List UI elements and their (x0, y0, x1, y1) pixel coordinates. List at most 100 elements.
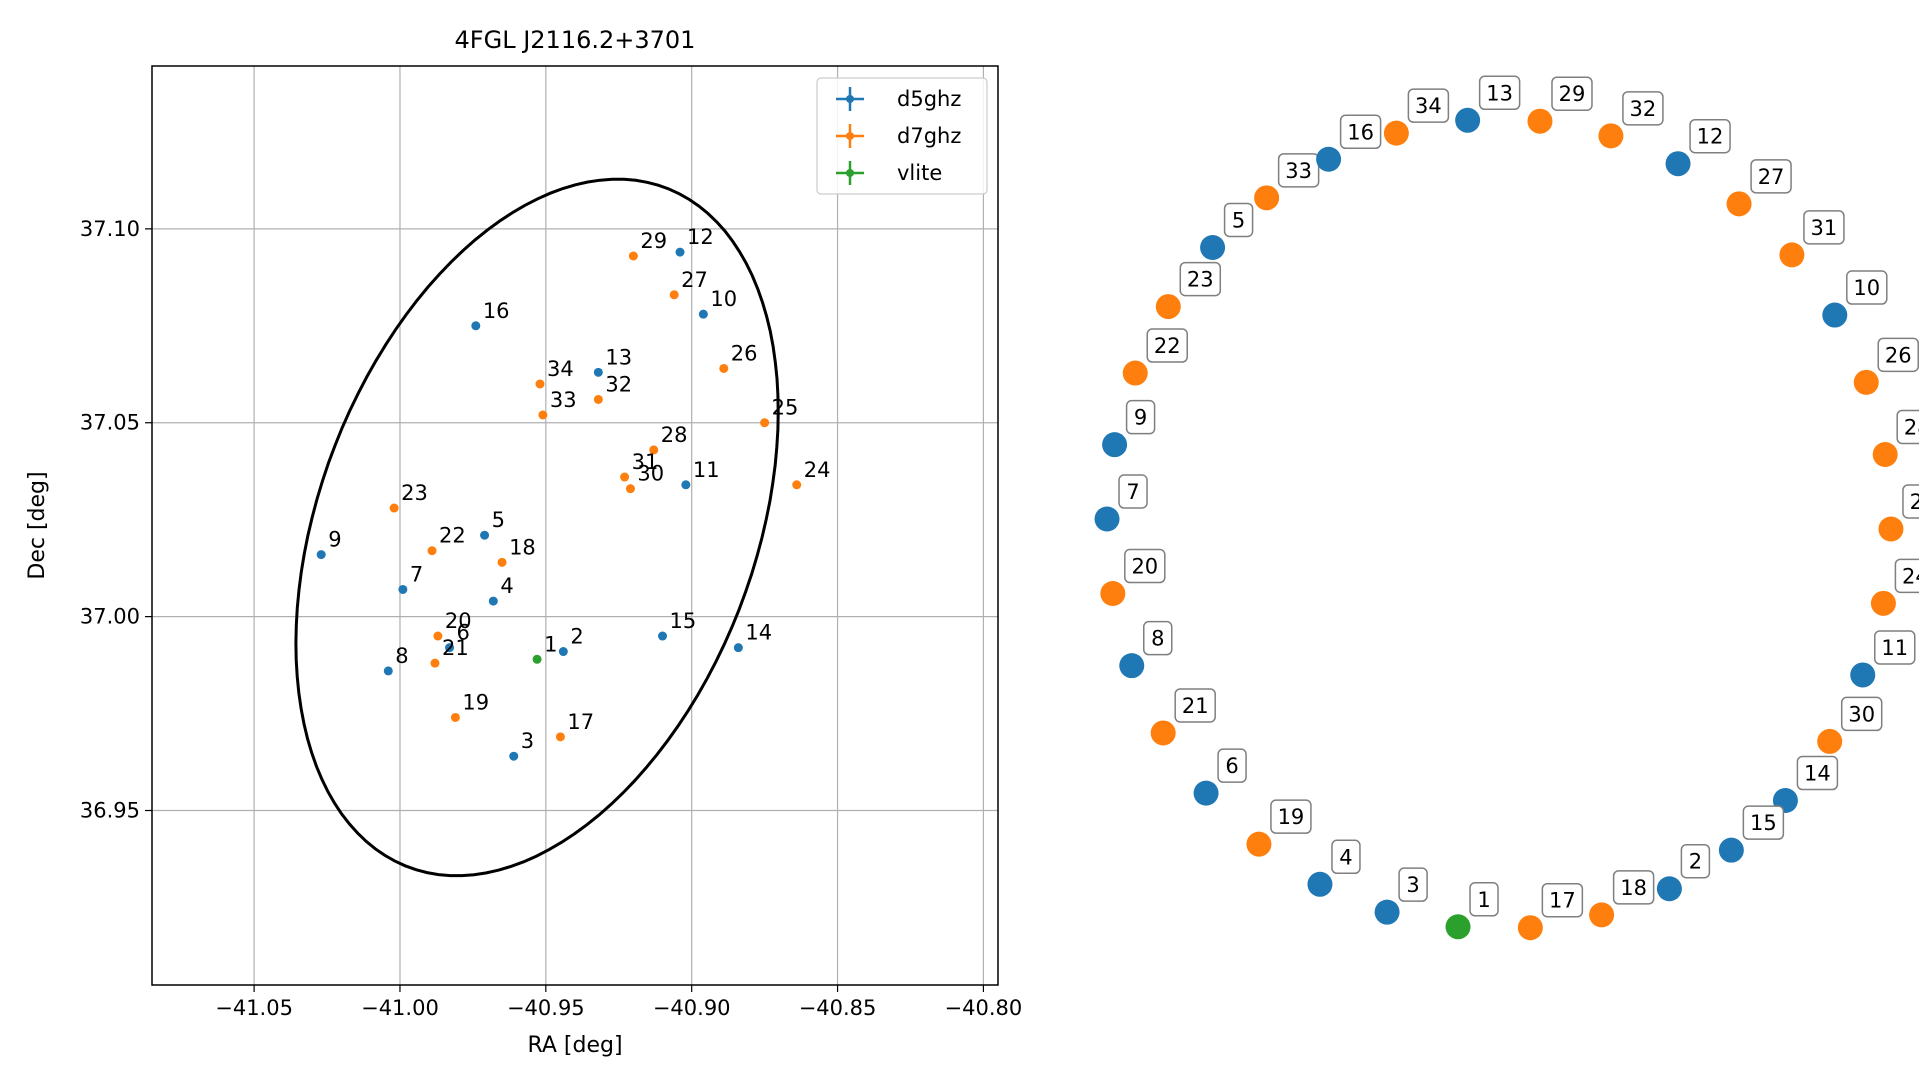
ring-layout-chart: 2932122731102628252411301415218171341962… (1094, 75, 1919, 941)
point-marker (558, 647, 568, 657)
ring-node-label: 8 (1151, 627, 1164, 651)
d5ghz-point: 8 (383, 644, 409, 676)
ring-node-marker (1656, 876, 1682, 902)
ring-node: 29 (1527, 76, 1593, 134)
legend-entry: d5ghz (836, 87, 961, 111)
point-label: 4 (500, 574, 513, 598)
point-label: 29 (640, 229, 667, 253)
ring-node-label-box (1143, 620, 1173, 656)
grid-lines (152, 66, 998, 985)
point-marker (398, 584, 408, 594)
ring-node-label-box (1803, 210, 1845, 245)
point-label: 23 (401, 481, 428, 505)
d7ghz-point: 31 (620, 450, 658, 482)
ring-node: 26 (1853, 337, 1919, 395)
ring-node-label-box (1877, 337, 1919, 373)
ring-node-marker (1878, 516, 1904, 542)
ring-node-label: 26 (1885, 343, 1912, 367)
point-label: 12 (687, 225, 714, 249)
ring-node-marker (1102, 432, 1128, 458)
point-marker (430, 658, 440, 668)
ring-node: 33 (1254, 153, 1320, 211)
ring-node-label: 17 (1549, 889, 1576, 913)
legend-label: vlite (897, 161, 942, 185)
point-marker (316, 550, 326, 560)
d7ghz-point: 26 (719, 341, 758, 373)
ring-node-label: 29 (1559, 82, 1586, 106)
point-marker (509, 751, 519, 761)
ring-node-label: 12 (1697, 125, 1724, 149)
d5ghz-point: 10 (698, 287, 737, 319)
sky-position-chart: 4FGL J2116.2+3701 2345678910111213141516… (25, 26, 1022, 1058)
ring-node: 8 (1119, 620, 1173, 679)
ring-node: 5 (1200, 202, 1254, 260)
d7ghz-point: 29 (628, 229, 667, 261)
ring-node-label-box (1551, 76, 1593, 111)
point-label: 33 (550, 388, 577, 412)
ring-node-label-box (1874, 630, 1916, 665)
ring-node-marker (1527, 108, 1553, 134)
d7ghz-point: 30 (625, 462, 664, 494)
x-tick-label: −40.85 (799, 996, 877, 1020)
d5ghz-point: 16 (471, 299, 510, 331)
ring-node: 13 (1455, 75, 1521, 133)
ring-node-label: 34 (1415, 94, 1442, 118)
ring-node-label-box (1469, 882, 1499, 917)
ring-node-label-box (1680, 843, 1711, 879)
legend-label: d5ghz (897, 87, 961, 111)
d7ghz-point: 19 (450, 690, 489, 722)
point-label: 9 (328, 528, 341, 552)
ring-node-label-box (1118, 474, 1148, 509)
point-label: 5 (492, 508, 505, 532)
ring-node-label-box (1124, 548, 1166, 584)
ring-node-label: 4 (1339, 845, 1352, 869)
point-marker (450, 712, 460, 722)
ring-node-label: 3 (1406, 873, 1419, 897)
y-tick-label: 37.05 (80, 411, 140, 435)
d5ghz-point: 15 (658, 609, 696, 641)
ring-node-marker (1155, 294, 1181, 320)
chart-title: 4FGL J2116.2+3701 (455, 26, 696, 54)
point-marker (389, 503, 399, 513)
d7ghz-point: 17 (555, 710, 594, 742)
ring-node-marker (1200, 234, 1226, 260)
ring-node: 22 (1122, 328, 1188, 386)
point-marker (480, 530, 490, 540)
point-label: 30 (637, 462, 664, 486)
point-marker (593, 394, 603, 404)
legend-marker (846, 169, 854, 177)
ring-node-label: 31 (1811, 216, 1838, 240)
ring-node: 6 (1193, 748, 1247, 806)
ring-node-label: 5 (1232, 208, 1245, 232)
point-marker (733, 643, 743, 653)
legend-marker (846, 132, 854, 140)
x-tick-label: −41.00 (361, 996, 439, 1020)
x-tick-label: −40.90 (653, 996, 731, 1020)
ring-node-label-box (1622, 91, 1664, 126)
ring-node-label: 2 (1689, 850, 1702, 874)
point-label: 8 (395, 644, 408, 668)
ring-node-marker (1307, 871, 1333, 897)
d5ghz-point: 4 (488, 574, 514, 606)
d7ghz-point: 34 (535, 357, 574, 389)
ring-node-label: 21 (1182, 694, 1209, 718)
d5ghz-point: 12 (675, 225, 714, 257)
ring-node-label-box (1398, 867, 1428, 902)
point-marker (471, 321, 481, 331)
ring-node-label-box (1796, 755, 1839, 791)
point-label: 11 (693, 458, 720, 482)
x-tick-label: −40.95 (507, 996, 585, 1020)
x-tick-label: −41.05 (215, 996, 293, 1020)
ring-node: 9 (1102, 399, 1156, 458)
ring-node-marker (1598, 123, 1624, 149)
ring-node: 30 (1817, 696, 1883, 754)
ring-node: 4 (1307, 839, 1361, 897)
point-marker (675, 247, 685, 257)
ring-node: 7 (1094, 474, 1148, 532)
ring-node-marker (1850, 662, 1876, 688)
ring-node-label: 7 (1126, 480, 1139, 504)
d7ghz-point: 18 (497, 535, 536, 567)
ring-node-label-box (1478, 75, 1521, 111)
ring-node-marker (1193, 780, 1219, 806)
point-marker (658, 631, 668, 641)
